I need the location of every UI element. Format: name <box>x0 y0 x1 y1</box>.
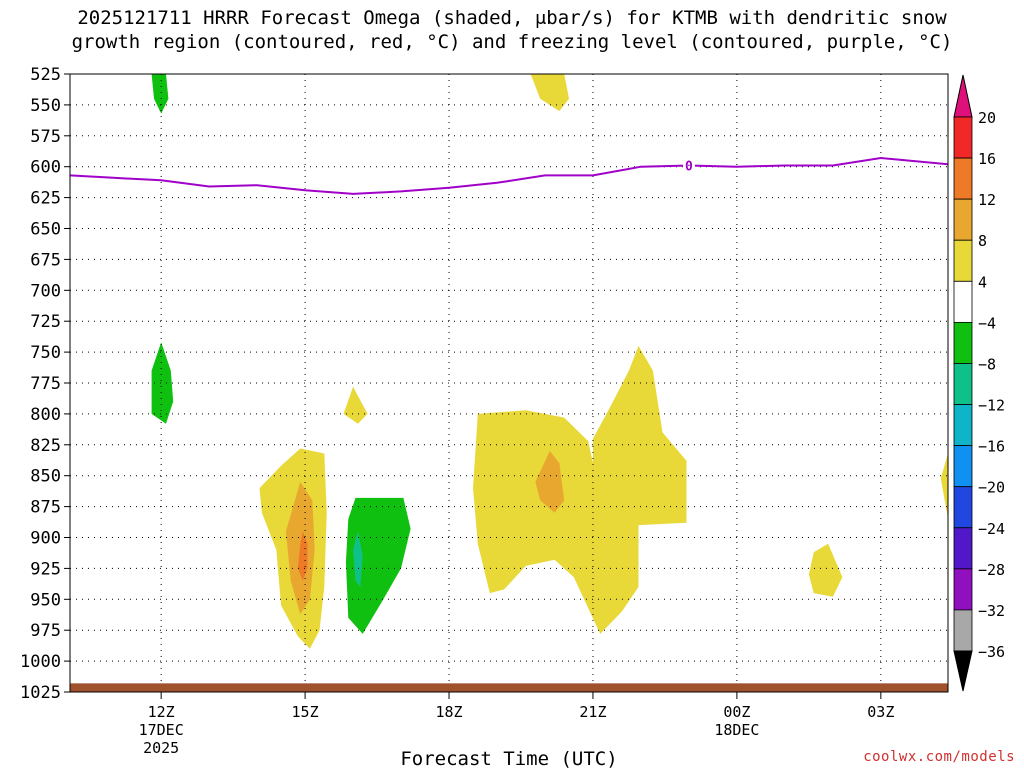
y-tick-label-950: 950 <box>30 590 61 610</box>
y-tick-label-850: 850 <box>30 467 61 487</box>
colorbar-swatch-9 <box>953 486 973 529</box>
colorbar-label-10: −24 <box>978 520 1005 538</box>
colorbar-bottom-arrow <box>953 650 973 692</box>
colorbar-swatch-5 <box>953 321 973 364</box>
x-tick-label-15Z: 15Z <box>292 703 319 721</box>
chart-title-line-2: growth region (contoured, red, °C) and f… <box>71 31 953 53</box>
chart-title: 2025121711 HRRR Forecast Omega (shaded, … <box>0 6 1024 54</box>
y-tick-label-900: 900 <box>30 529 61 549</box>
freezing-level-line <box>69 156 949 195</box>
y-tick-label-750: 750 <box>30 343 61 363</box>
colorbar-label-11: −28 <box>978 561 1005 579</box>
y-tick-label-625: 625 <box>30 189 61 209</box>
colorbar-label-9: −20 <box>978 479 1005 497</box>
x-tick-date-00Z: 18DEC <box>714 721 759 739</box>
y-tick-label-525: 525 <box>30 65 61 85</box>
colorbar-label-8: −16 <box>978 438 1005 456</box>
omega-shaded-regions <box>151 74 948 649</box>
terrain-band <box>70 683 948 692</box>
omega-region-3 <box>343 386 368 424</box>
y-tick-label-875: 875 <box>30 498 61 518</box>
colorbar-label-0: 20 <box>978 109 996 127</box>
colorbar-swatch-6 <box>953 363 973 405</box>
grid-lines <box>70 73 948 693</box>
omega-region-12 <box>940 453 948 519</box>
colorbar-label-3: 8 <box>978 232 987 250</box>
colorbar-label-6: −8 <box>978 355 996 373</box>
terrain-fill <box>70 683 948 692</box>
y-tick-label-700: 700 <box>30 281 61 301</box>
y-tick-label-575: 575 <box>30 127 61 147</box>
y-tick-label-725: 725 <box>30 312 61 332</box>
colorbar-swatch-7 <box>953 404 973 447</box>
x-tick-label-12Z: 12Z <box>148 703 175 721</box>
x-tick-date-12Z: 17DEC <box>139 721 184 739</box>
x-tick-label-18Z: 18Z <box>435 703 462 721</box>
colorbar-swatch-12 <box>953 609 973 652</box>
colorbar-swatch-3 <box>953 239 973 282</box>
colorbar-top-arrow <box>953 74 973 118</box>
y-tick-label-675: 675 <box>30 250 61 270</box>
y-tick-label-800: 800 <box>30 405 61 425</box>
colorbar-swatch-8 <box>953 445 973 488</box>
y-tick-label-1000: 1000 <box>20 652 61 672</box>
x-tick-label-00Z: 00Z <box>723 703 750 721</box>
y-tick-label-825: 825 <box>30 436 61 456</box>
omega-region-8 <box>353 531 363 587</box>
omega-region-2 <box>151 342 174 424</box>
colorbar-label-5: −4 <box>978 314 996 332</box>
colorbar-label-2: 12 <box>978 191 996 209</box>
colorbar-swatch-2 <box>953 198 973 241</box>
y-tick-label-550: 550 <box>30 96 61 116</box>
y-tick-label-600: 600 <box>30 158 61 178</box>
x-tick-label-21Z: 21Z <box>579 703 606 721</box>
y-tick-label-1025: 1025 <box>20 683 61 703</box>
y-tick-label-775: 775 <box>30 374 61 394</box>
chart-title-line-1: 2025121711 HRRR Forecast Omega (shaded, … <box>77 7 947 29</box>
colorbar-swatch-1 <box>953 157 973 200</box>
colorbar-label-1: 16 <box>978 150 996 168</box>
colorbar: 20 16 12 8 4 −4 −8 −12 −16 −20 −24 −28 −32 −36 <box>953 74 1005 692</box>
y-axis: 525 550 575 600 625 650 675 700 725 750 775 800 825 8… <box>20 65 70 703</box>
colorbar-swatch-11 <box>953 568 973 611</box>
omega-region-7 <box>345 497 411 634</box>
omega-region-0 <box>151 74 169 114</box>
colorbar-swatch-0 <box>953 116 973 159</box>
colorbar-label-13: −36 <box>978 643 1005 661</box>
omega-region-9 <box>473 345 687 634</box>
colorbar-swatch-4 <box>953 280 973 323</box>
credit-url[interactable]: coolwx.com/models <box>863 749 1015 765</box>
omega-region-11 <box>808 543 843 597</box>
freezing-level-label-bg <box>682 157 695 173</box>
colorbar-label-12: −32 <box>978 602 1005 620</box>
freezing-level-contour: 0 <box>69 156 949 195</box>
colorbar-swatch-10 <box>953 527 973 570</box>
y-tick-label-650: 650 <box>30 220 61 240</box>
omega-region-10 <box>535 451 565 513</box>
omega-region-6 <box>297 531 308 581</box>
omega-region-1 <box>530 74 569 112</box>
colorbar-label-4: 4 <box>978 273 987 291</box>
y-tick-label-925: 925 <box>30 559 61 579</box>
x-axis-label: Forecast Time (UTC) <box>400 748 617 768</box>
colorbar-label-7: −12 <box>978 397 1005 415</box>
x-tick-label-03Z: 03Z <box>867 703 894 721</box>
x-tick-year-12Z: 2025 <box>143 739 179 757</box>
freezing-level-label: 0 <box>685 159 693 174</box>
y-tick-label-975: 975 <box>30 621 61 641</box>
